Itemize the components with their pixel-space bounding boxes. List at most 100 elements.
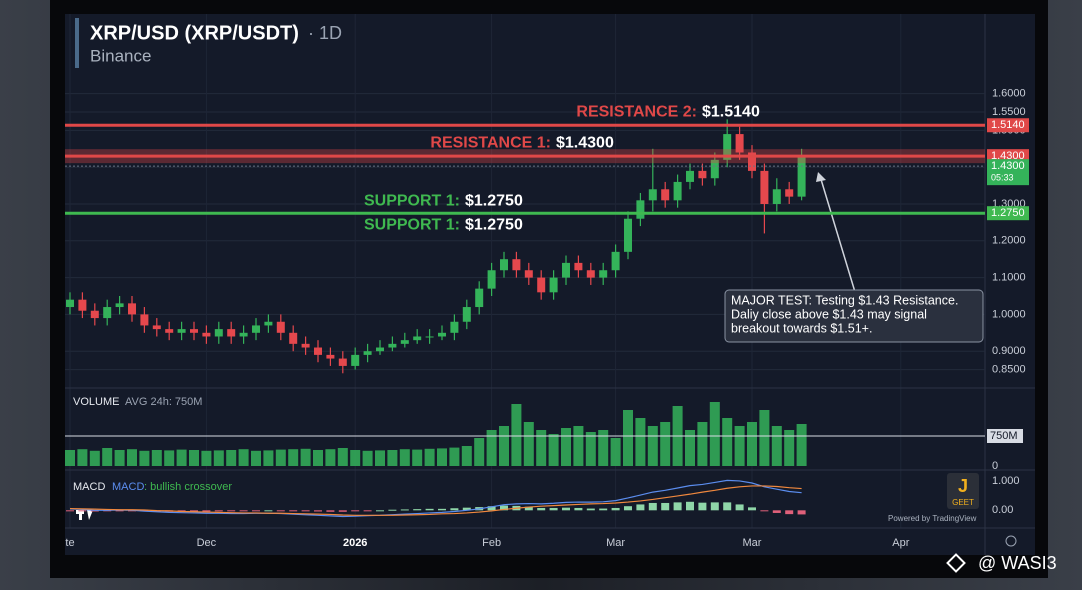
tag-box	[987, 206, 1029, 221]
macd-histogram	[413, 509, 422, 511]
level-name: RESISTANCE 1:	[430, 134, 551, 151]
volume-bar	[647, 426, 658, 466]
candle-body	[90, 310, 99, 319]
volume-label: VOLUME	[73, 396, 119, 408]
candle-body	[574, 262, 583, 271]
chart-title: XRP/USD (XRP/USDT)	[90, 22, 299, 44]
x-tick-label: Mar	[606, 537, 625, 549]
volume-bar	[164, 450, 175, 466]
macd-histogram	[239, 510, 248, 512]
candle-body	[661, 189, 670, 201]
candle-body	[760, 170, 769, 204]
volume-bar	[722, 418, 733, 466]
macd-histogram	[78, 510, 87, 512]
macd-histogram	[388, 509, 397, 511]
macd-histogram	[314, 510, 322, 512]
candle-body	[549, 277, 558, 293]
candle-body	[413, 336, 422, 341]
candle-body	[177, 329, 186, 333]
candle-body	[475, 288, 484, 308]
candle-body	[301, 343, 310, 348]
volume-bar	[598, 430, 609, 466]
macd-histogram	[462, 507, 471, 511]
volume-bar	[189, 450, 199, 466]
macd-histogram	[301, 510, 310, 512]
volume-bar	[275, 449, 286, 466]
y-tick-label: 1.5500	[992, 106, 1026, 118]
candle-body	[140, 314, 149, 326]
macd-label: MACD	[112, 481, 144, 493]
candle-body	[289, 332, 298, 344]
macd-line	[69, 479, 802, 518]
candle-body	[78, 299, 87, 311]
macd-histogram	[363, 510, 372, 512]
logo-box	[947, 473, 979, 509]
candle-body	[785, 189, 794, 197]
macd-histogram	[686, 501, 694, 511]
macd-histogram	[797, 510, 806, 515]
watermark-icon	[946, 553, 966, 573]
x-tick-label: Mar	[743, 537, 762, 549]
volume-bar	[238, 449, 249, 466]
macd-histogram	[276, 510, 285, 512]
volume-bar	[387, 450, 398, 466]
candle-body	[214, 329, 223, 337]
candle-body	[586, 270, 595, 278]
macd-histogram	[574, 507, 583, 511]
macd-histogram	[772, 510, 781, 513]
settings-icon[interactable]	[1005, 535, 1017, 547]
macd-histogram	[586, 508, 595, 511]
macd-histogram	[562, 507, 570, 511]
level-name: RESISTANCE 2:	[576, 103, 697, 120]
volume-bar	[263, 450, 274, 466]
macd-histogram	[66, 510, 74, 512]
candle-body	[462, 307, 471, 322]
volume-bar	[784, 430, 795, 466]
candle-body	[524, 270, 533, 278]
volume-bar	[437, 448, 447, 466]
y-tick-label: 1.2000	[992, 235, 1026, 247]
candle-body	[351, 354, 360, 366]
volume-bar	[747, 422, 757, 466]
volume-bar	[114, 450, 125, 466]
watermark: @ WASI3	[978, 553, 1057, 573]
candle-body	[710, 159, 719, 179]
macd-histogram	[735, 504, 744, 511]
candle-body	[152, 325, 161, 330]
macd-histogram	[698, 502, 707, 511]
volume-bar	[536, 430, 547, 466]
candle-body	[400, 340, 409, 344]
candle-body	[227, 329, 236, 337]
candle-body	[425, 336, 434, 338]
volume-bar	[300, 448, 311, 466]
level-value: $1.4300	[556, 134, 614, 151]
volume-bar	[213, 450, 224, 466]
volume-bar	[461, 446, 472, 466]
macd-histogram	[611, 507, 620, 511]
level-value: $1.2750	[465, 192, 523, 209]
candle-body	[376, 347, 384, 352]
y-tick-label: 0.8500	[992, 364, 1026, 376]
macd-histogram	[289, 510, 298, 512]
candle-body	[624, 218, 632, 252]
volume-bar	[697, 422, 708, 466]
volume-bar	[151, 450, 162, 466]
macd-histogram	[376, 510, 384, 512]
macd-histogram	[723, 502, 732, 511]
macd-histogram	[214, 510, 223, 512]
candle-body	[264, 321, 273, 326]
macd-histogram	[264, 510, 273, 512]
volume-bar	[685, 430, 695, 466]
volume-bar	[251, 450, 261, 466]
volume-bar	[635, 418, 646, 466]
volume-avg-label: AVG 24h: 750M	[125, 396, 202, 408]
volume-bar	[201, 450, 212, 466]
x-tick-label: Apr	[892, 537, 909, 549]
volume-bar	[449, 447, 460, 466]
volume-bar	[424, 448, 435, 466]
level-name: SUPPORT 1:	[364, 216, 460, 233]
candle-body	[450, 321, 459, 333]
volume-bar	[561, 428, 571, 466]
tag-box	[987, 159, 1029, 186]
macd-tick-label: 1.000	[992, 475, 1020, 487]
